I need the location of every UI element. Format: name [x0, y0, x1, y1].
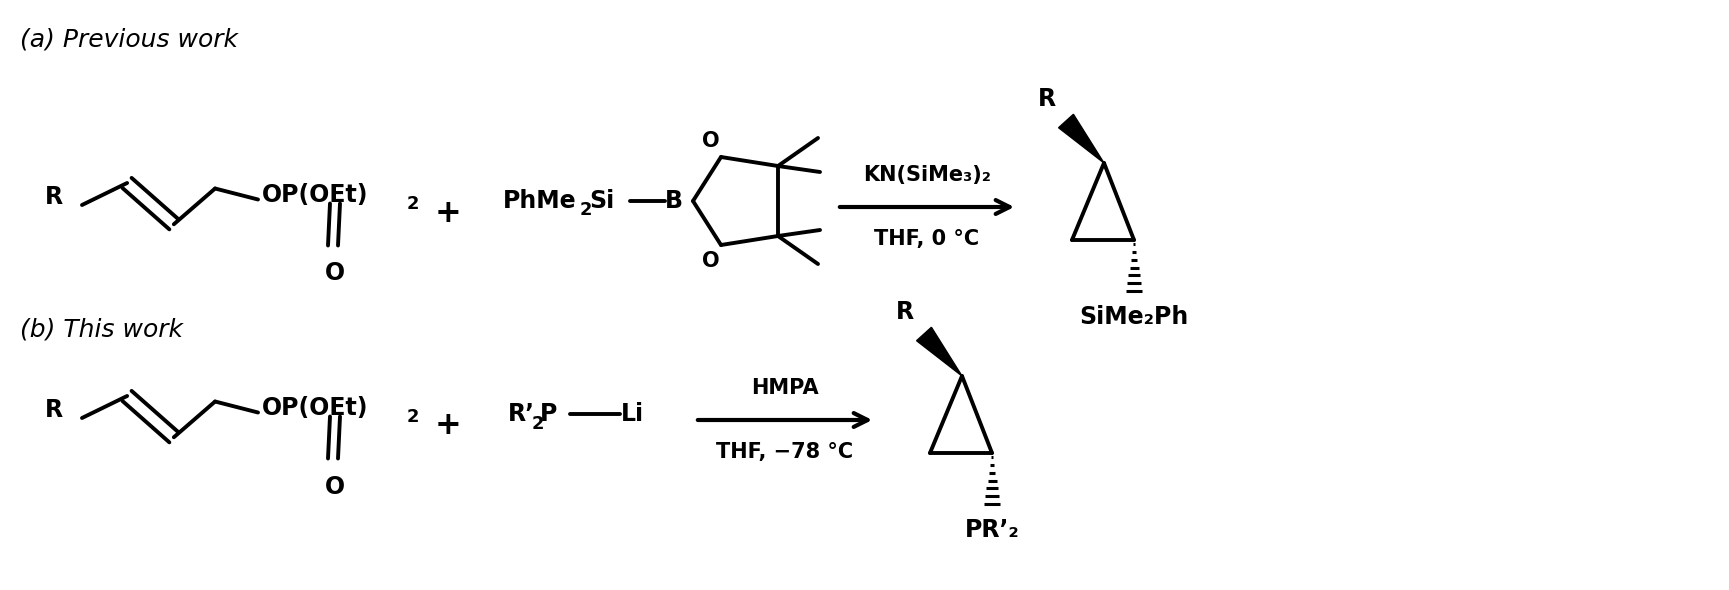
Text: THF, 0 °C: THF, 0 °C — [875, 229, 980, 249]
Text: HMPA: HMPA — [750, 378, 820, 398]
Text: +: + — [434, 411, 462, 441]
Text: O: O — [702, 131, 719, 151]
Text: P: P — [539, 402, 557, 426]
Text: 2: 2 — [406, 195, 420, 214]
Text: O: O — [702, 251, 719, 271]
Text: PR’₂: PR’₂ — [965, 518, 1020, 542]
Text: 2: 2 — [406, 408, 420, 427]
Text: 2: 2 — [533, 415, 545, 433]
Text: Si: Si — [590, 189, 614, 213]
Text: O: O — [325, 261, 346, 286]
Polygon shape — [916, 327, 961, 376]
Text: B: B — [666, 189, 683, 213]
Text: THF, −78 °C: THF, −78 °C — [716, 442, 854, 462]
Text: OP(OEt): OP(OEt) — [263, 183, 368, 208]
Text: OP(OEt): OP(OEt) — [263, 396, 368, 421]
Polygon shape — [1058, 114, 1105, 163]
Text: 2: 2 — [579, 201, 593, 219]
Text: R’: R’ — [508, 402, 534, 426]
Text: Li: Li — [621, 402, 645, 426]
Text: (a) Previous work: (a) Previous work — [21, 28, 239, 52]
Text: SiMe₂Ph: SiMe₂Ph — [1079, 305, 1188, 329]
Text: O: O — [325, 474, 346, 499]
Text: R: R — [896, 300, 915, 324]
Text: (b) This work: (b) This work — [21, 318, 183, 342]
Text: R: R — [45, 185, 64, 209]
Text: R: R — [1037, 87, 1056, 111]
Text: +: + — [434, 198, 462, 228]
Text: KN(SiMe₃)₂: KN(SiMe₃)₂ — [863, 165, 991, 185]
Text: R: R — [45, 398, 64, 422]
Text: PhMe: PhMe — [503, 189, 577, 213]
